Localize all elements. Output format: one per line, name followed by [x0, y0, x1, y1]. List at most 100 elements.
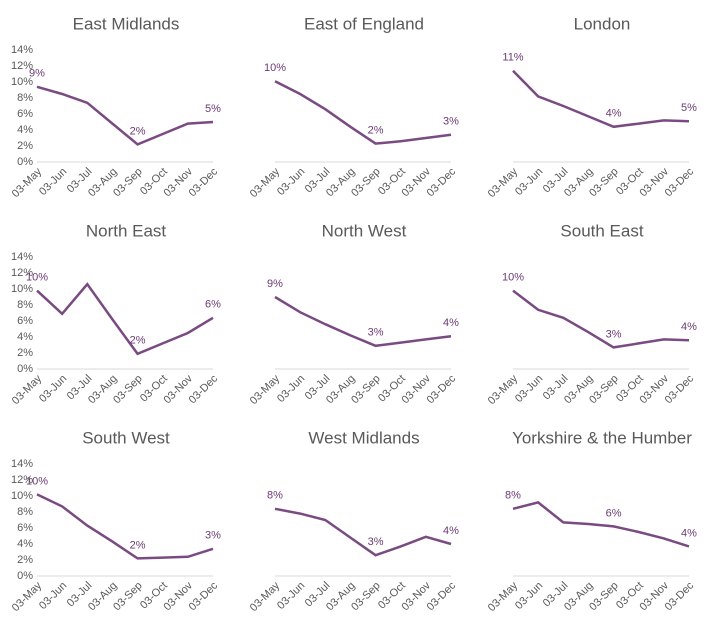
x-tick-label: 03-Sep: [349, 166, 383, 200]
y-tick-label: 4%: [17, 124, 33, 136]
data-label: 9%: [29, 68, 45, 80]
x-tick-label: 03-May: [10, 372, 45, 407]
y-tick-label: 10%: [11, 283, 33, 295]
x-tick-label: 03-Dec: [425, 165, 459, 199]
panel: West Midlands03-May03-Jun03-Jul03-Aug03-…: [248, 428, 459, 614]
panel-title: East Midlands: [73, 14, 180, 33]
x-tick-label: 03-Jun: [37, 580, 69, 612]
panel-title: South East: [560, 221, 643, 240]
data-label: 9%: [267, 278, 283, 290]
x-tick-label: 03-Sep: [111, 580, 145, 614]
x-tick-label: 03-Sep: [587, 580, 621, 614]
y-tick-label: 2%: [17, 554, 33, 566]
data-label: 5%: [681, 102, 697, 114]
x-tick-label: 03-May: [248, 579, 283, 614]
data-label: 6%: [205, 299, 221, 311]
y-tick-label: 14%: [11, 44, 33, 56]
data-label: 10%: [502, 272, 524, 284]
x-tick-label: 03-Jun: [275, 166, 307, 198]
x-tick-label: 03-Jun: [513, 373, 545, 405]
data-label: 2%: [130, 125, 146, 137]
data-label: 2%: [130, 335, 146, 347]
panel-title: Yorkshire & the Humber: [512, 428, 692, 447]
y-tick-label: 0%: [17, 156, 33, 168]
y-tick-label: 10%: [11, 76, 33, 88]
panel: North East0%2%4%6%8%10%12%14%03-May03-Ju…: [10, 221, 221, 407]
y-tick-label: 2%: [17, 140, 33, 152]
y-tick-label: 6%: [17, 315, 33, 327]
x-tick-label: 03-Sep: [349, 580, 383, 614]
data-label: 4%: [681, 321, 697, 333]
data-label: 3%: [443, 116, 459, 128]
data-label: 5%: [205, 103, 221, 115]
x-tick-label: 03-Sep: [111, 373, 145, 407]
panel-title: North East: [86, 221, 167, 240]
panel: East Midlands0%2%4%6%8%10%12%14%03-May03…: [10, 14, 221, 200]
x-tick-label: 03-Dec: [663, 579, 697, 613]
data-label: 3%: [368, 327, 384, 339]
data-label: 3%: [606, 328, 622, 340]
x-tick-label: 03-May: [486, 372, 521, 407]
y-tick-label: 0%: [17, 363, 33, 375]
y-tick-label: 8%: [17, 92, 33, 104]
data-label: 3%: [205, 530, 221, 542]
panel: East of England03-May03-Jun03-Jul03-Aug0…: [248, 14, 459, 200]
panel-title: East of England: [304, 14, 424, 33]
data-label: 11%: [502, 52, 523, 64]
x-tick-label: 03-Dec: [663, 165, 697, 199]
y-tick-label: 4%: [17, 538, 33, 550]
series-line: [274, 80, 452, 145]
data-label: 10%: [26, 475, 48, 487]
y-tick-label: 12%: [11, 267, 33, 279]
series-line: [274, 295, 452, 348]
panel: London03-May03-Jun03-Jul03-Aug03-Sep03-O…: [486, 14, 697, 200]
data-label: 8%: [267, 490, 283, 502]
x-tick-label: 03-Jun: [275, 373, 307, 405]
x-tick-label: 03-May: [248, 372, 283, 407]
x-tick-label: 03-Sep: [111, 166, 145, 200]
data-label: 2%: [130, 539, 146, 551]
data-label: 4%: [443, 317, 459, 329]
panel-title: London: [574, 14, 631, 33]
data-label: 3%: [368, 536, 384, 548]
y-tick-label: 6%: [17, 522, 33, 534]
data-label: 4%: [443, 525, 459, 537]
x-tick-label: 03-May: [10, 165, 45, 200]
y-tick-label: 12%: [11, 474, 33, 486]
data-label: 4%: [606, 108, 622, 120]
series-line: [274, 507, 452, 557]
x-tick-label: 03-May: [486, 165, 521, 200]
x-tick-label: 03-Sep: [349, 373, 383, 407]
y-tick-label: 2%: [17, 347, 33, 359]
panel: South East03-May03-Jun03-Jul03-Aug03-Sep…: [486, 221, 697, 407]
y-tick-label: 14%: [11, 458, 33, 470]
x-tick-label: 03-Dec: [425, 579, 459, 613]
series-line: [36, 85, 214, 146]
panel: South West0%2%4%6%8%10%12%14%03-May03-Ju…: [10, 428, 221, 614]
panel: North West03-May03-Jun03-Jul03-Aug03-Sep…: [248, 221, 459, 407]
y-tick-label: 8%: [17, 299, 33, 311]
series-line: [512, 501, 690, 548]
series-line: [512, 69, 690, 129]
data-label: 4%: [681, 527, 697, 539]
y-tick-label: 6%: [17, 108, 33, 120]
panel-title: North West: [322, 221, 407, 240]
series-line: [36, 493, 214, 560]
y-tick-label: 14%: [11, 251, 33, 263]
x-tick-label: 03-Jun: [37, 373, 69, 405]
y-tick-label: 0%: [17, 570, 33, 582]
x-tick-label: 03-Jun: [513, 580, 545, 612]
data-label: 10%: [264, 62, 286, 74]
x-tick-label: 03-Dec: [187, 579, 221, 613]
x-tick-label: 03-Dec: [187, 165, 221, 199]
data-label: 2%: [368, 125, 384, 137]
x-tick-label: 03-Jun: [513, 166, 545, 198]
x-tick-label: 03-May: [10, 579, 45, 614]
series-line: [36, 282, 214, 356]
x-tick-label: 03-May: [248, 165, 283, 200]
x-tick-label: 03-Sep: [587, 166, 621, 200]
data-label: 10%: [26, 272, 48, 284]
panel-title: South West: [82, 428, 170, 447]
data-label: 6%: [606, 507, 622, 519]
